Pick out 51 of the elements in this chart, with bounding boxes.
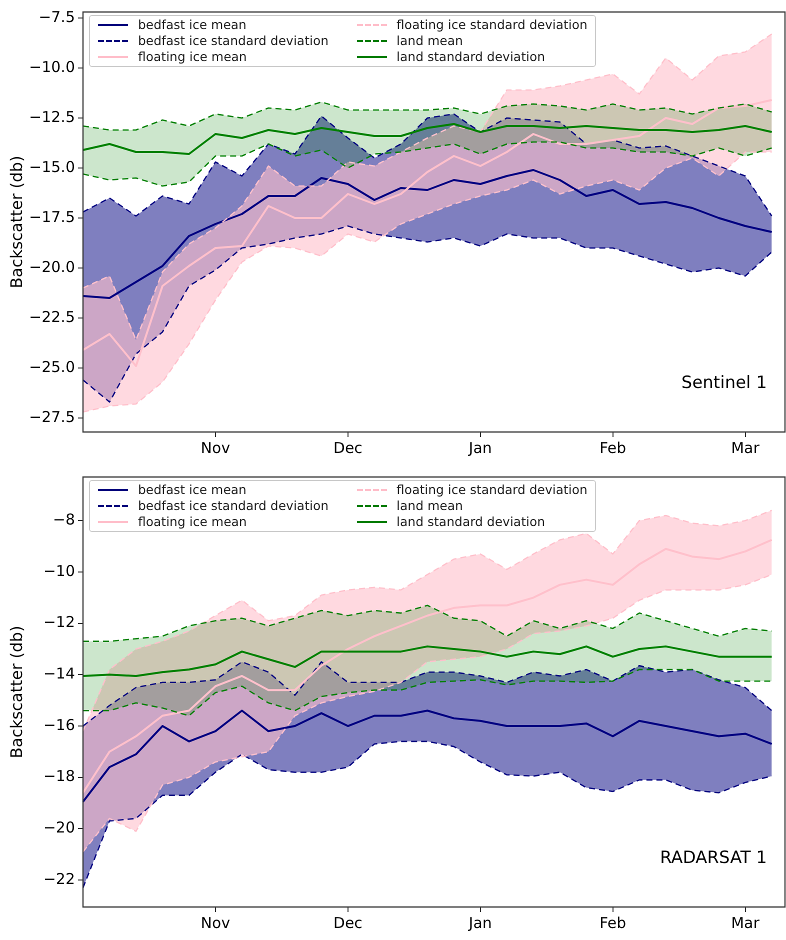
- legend-label: floating ice mean: [138, 514, 247, 530]
- x-tick-label: Dec: [333, 438, 362, 457]
- y-tick-label: −27.5: [29, 408, 75, 426]
- annotation: Sentinel 1: [681, 372, 767, 393]
- x-tick-label: Jan: [468, 914, 492, 932]
- x-tick-label: Nov: [200, 914, 230, 932]
- x-tick-label: Nov: [200, 438, 230, 457]
- y-tick-label: −16: [43, 716, 75, 734]
- legend-label: land standard deviation: [396, 514, 546, 530]
- y-tick-label: −20.0: [29, 258, 75, 276]
- y-tick-label: −12.5: [29, 108, 75, 126]
- y-axis-title: Backscatter (db): [6, 626, 26, 758]
- legend-label: bedfast ice mean: [138, 17, 246, 33]
- annotation: RADARSAT 1: [660, 848, 767, 868]
- line-series: [82, 141, 772, 187]
- legend-label: land standard deviation: [396, 49, 546, 65]
- x-tick-label: Dec: [333, 914, 362, 932]
- y-tick-label: −10.0: [29, 58, 75, 76]
- line-series: [82, 740, 772, 888]
- y-tick-label: −7.5: [38, 8, 75, 26]
- line-series: [82, 668, 772, 716]
- legend-label: floating ice standard deviation: [396, 17, 588, 33]
- x-tick-label: Mar: [731, 438, 760, 457]
- y-tick-label: −22.5: [29, 308, 75, 326]
- line-series: [82, 661, 772, 727]
- legend-label: bedfast ice standard deviation: [138, 33, 329, 49]
- y-tick-label: −17.5: [29, 208, 75, 226]
- line-series: [82, 113, 772, 217]
- legend-label: bedfast ice mean: [138, 482, 246, 498]
- y-tick-label: −12: [43, 613, 75, 632]
- y-axis-title: Backscatter (db): [6, 156, 26, 288]
- legend-label: bedfast ice standard deviation: [138, 498, 329, 514]
- y-tick-label: −22: [43, 870, 75, 888]
- legend-label: floating ice mean: [138, 49, 247, 65]
- legend-label: land mean: [396, 33, 463, 49]
- line-series: [82, 604, 772, 642]
- y-tick-label: −14: [43, 664, 75, 683]
- y-tick-label: −8: [52, 510, 75, 529]
- y-tick-label: −15.0: [29, 158, 75, 176]
- x-tick-label: Jan: [468, 438, 492, 457]
- x-tick-label: Mar: [731, 914, 760, 932]
- x-tick-label: Feb: [600, 438, 626, 457]
- y-tick-label: −25.0: [29, 358, 75, 376]
- line-series: [82, 101, 772, 131]
- y-tick-label: −18: [43, 767, 75, 786]
- y-tick-label: −10: [43, 562, 75, 580]
- x-tick-label: Feb: [600, 914, 626, 932]
- legend-label: floating ice standard deviation: [396, 482, 588, 498]
- y-tick-label: −20: [43, 818, 75, 837]
- line-series: [82, 225, 772, 403]
- legend-label: land mean: [396, 498, 463, 514]
